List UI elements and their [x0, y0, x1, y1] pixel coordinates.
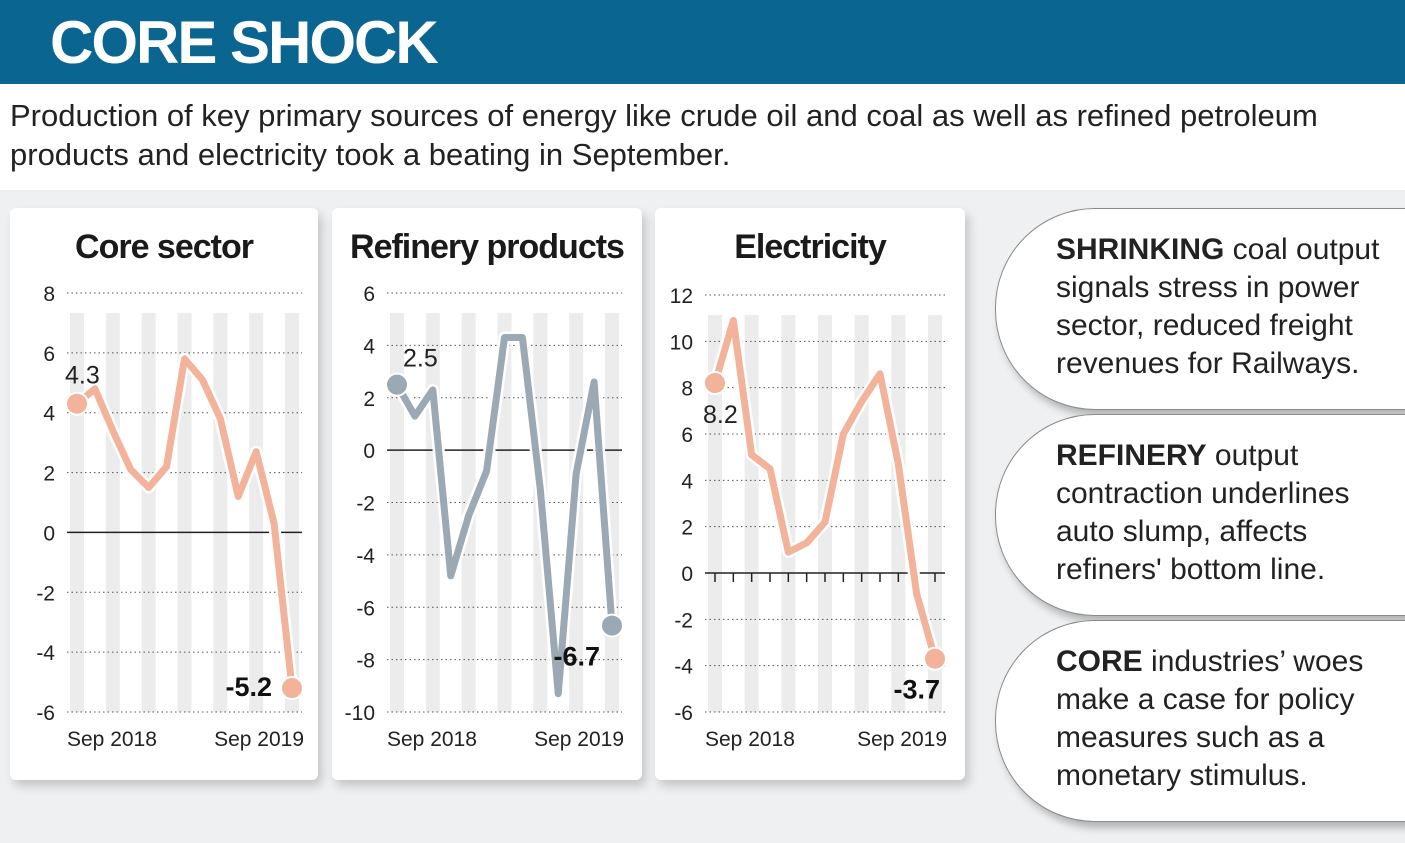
end-point: [923, 646, 947, 671]
x-tick-label: Sep 2018: [705, 728, 795, 751]
y-tick-label: -6: [356, 597, 375, 620]
y-tick-label: 4: [681, 470, 693, 493]
start-value-label: 4.3: [65, 362, 100, 390]
info-card-body: coal output signals stress in power sect…: [1056, 233, 1380, 380]
background-band-stripe: [141, 313, 156, 712]
y-tick-label: -4: [356, 545, 375, 568]
y-tick-label: -6: [674, 702, 693, 725]
info-card-bold: CORE: [1056, 645, 1143, 678]
y-tick-label: 2: [43, 463, 55, 486]
info-card-text: SHRINKING coal output signals stress in …: [1056, 231, 1396, 383]
electricity-panel: Electricity 12 10 8 6 4 2 0 -2 -4 -6 8.2 -3.7 Sep 20…: [655, 208, 965, 780]
chart-title: Core sector: [75, 228, 254, 266]
x-tick-label: Sep 2019: [534, 728, 624, 751]
info-card-bold: REFINERY: [1056, 439, 1207, 472]
background-band-stripe: [497, 313, 512, 712]
y-tick-label: -2: [356, 493, 375, 516]
y-tick-label: 8: [681, 378, 693, 401]
y-tick-label: 2: [363, 388, 375, 411]
info-card-refinery: REFINERY output contraction underlines a…: [995, 414, 1405, 616]
series-line: [711, 316, 939, 663]
end-point: [600, 613, 624, 638]
y-tick-label: -6: [36, 702, 55, 725]
y-tick-label: 4: [43, 403, 55, 426]
y-tick-label: 8: [43, 283, 55, 306]
y-tick-label: -10: [345, 702, 375, 725]
y-tick-label: -2: [674, 609, 693, 632]
start-point: [65, 391, 89, 416]
page-subtitle: Production of key primary sources of ene…: [10, 98, 1318, 172]
background-band-stripe: [708, 315, 722, 712]
start-point: [703, 371, 727, 396]
core-sector-chart: 8 6 4 2 0 -2 -4 -6 4.3 -5.2 Sep 2018 Sep 2019: [36, 283, 304, 751]
background-band-stripe: [891, 315, 906, 712]
start-value-label: 8.2: [703, 401, 738, 429]
y-tick-label: 2: [681, 517, 693, 540]
info-card-text: REFINERY output contraction underlines a…: [1056, 437, 1396, 589]
background-band-stripe: [781, 315, 796, 712]
x-tick-label: Sep 2018: [67, 728, 157, 751]
y-tick-label: 0: [363, 440, 375, 463]
chart-title: Refinery products: [350, 228, 625, 266]
info-card-coal: SHRINKING coal output signals stress in …: [995, 208, 1405, 410]
page-title: CORE SHOCK: [50, 9, 439, 76]
background-band-stripe: [425, 313, 440, 712]
end-point: [280, 676, 304, 701]
end-value-label: -6.7: [553, 642, 600, 672]
y-tick-label: 4: [363, 335, 375, 358]
info-card-core: CORE industries’ woes make a case for po…: [995, 620, 1405, 822]
start-value-label: 2.5: [403, 345, 438, 373]
y-tick-label: 0: [43, 522, 55, 545]
background-band-stripe: [928, 315, 942, 712]
electricity-chart: 12 10 8 6 4 2 0 -2 -4 -6 8.2 -3.7 Sep 2018 Sep 2019: [670, 285, 947, 751]
info-card-bold: SHRINKING: [1056, 233, 1225, 266]
x-tick-label: Sep 2019: [214, 728, 304, 751]
start-point: [385, 372, 409, 397]
background-band-stripe: [390, 313, 404, 712]
y-tick-label: -4: [674, 656, 693, 679]
info-card-text: CORE industries’ woes make a case for po…: [1056, 643, 1396, 795]
background-band-stripe: [854, 315, 869, 712]
refinery-products-panel: Refinery products 6 4 2 0 -2 -4 -6 -8 -10 2.5 -6.7…: [332, 208, 642, 780]
y-tick-label: 12: [670, 285, 693, 308]
y-tick-label: 0: [681, 563, 693, 586]
end-value-label: -5.2: [225, 672, 272, 702]
end-value-label: -3.7: [893, 675, 940, 705]
y-tick-label: 10: [670, 331, 693, 354]
refinery-products-chart: 6 4 2 0 -2 -4 -6 -8 -10 2.5 -6.7 Sep 2018 Sep 2019: [345, 283, 624, 751]
x-tick-label: Sep 2019: [857, 728, 947, 751]
series-line: [73, 355, 296, 692]
y-tick-label: -8: [356, 650, 375, 673]
chart-title: Electricity: [734, 228, 887, 266]
series-line: [393, 334, 616, 698]
info-card-body: industries’ woes make a case for policy …: [1056, 645, 1364, 792]
y-tick-label: 6: [43, 343, 55, 366]
x-tick-label: Sep 2018: [387, 728, 477, 751]
header-bar: CORE SHOCK: [0, 0, 1405, 84]
core-sector-panel: Core sector 8 6 4 2 0 -2 -4 -6 4.3 -5.2 Sep 2018 Se…: [10, 208, 318, 780]
y-tick-label: 6: [681, 424, 693, 447]
y-tick-label: 6: [363, 283, 375, 306]
y-tick-label: -2: [36, 582, 55, 605]
y-tick-label: -4: [36, 642, 55, 665]
info-card-body: output contraction underlines auto slump…: [1056, 439, 1350, 586]
background-band-stripe: [744, 315, 759, 712]
